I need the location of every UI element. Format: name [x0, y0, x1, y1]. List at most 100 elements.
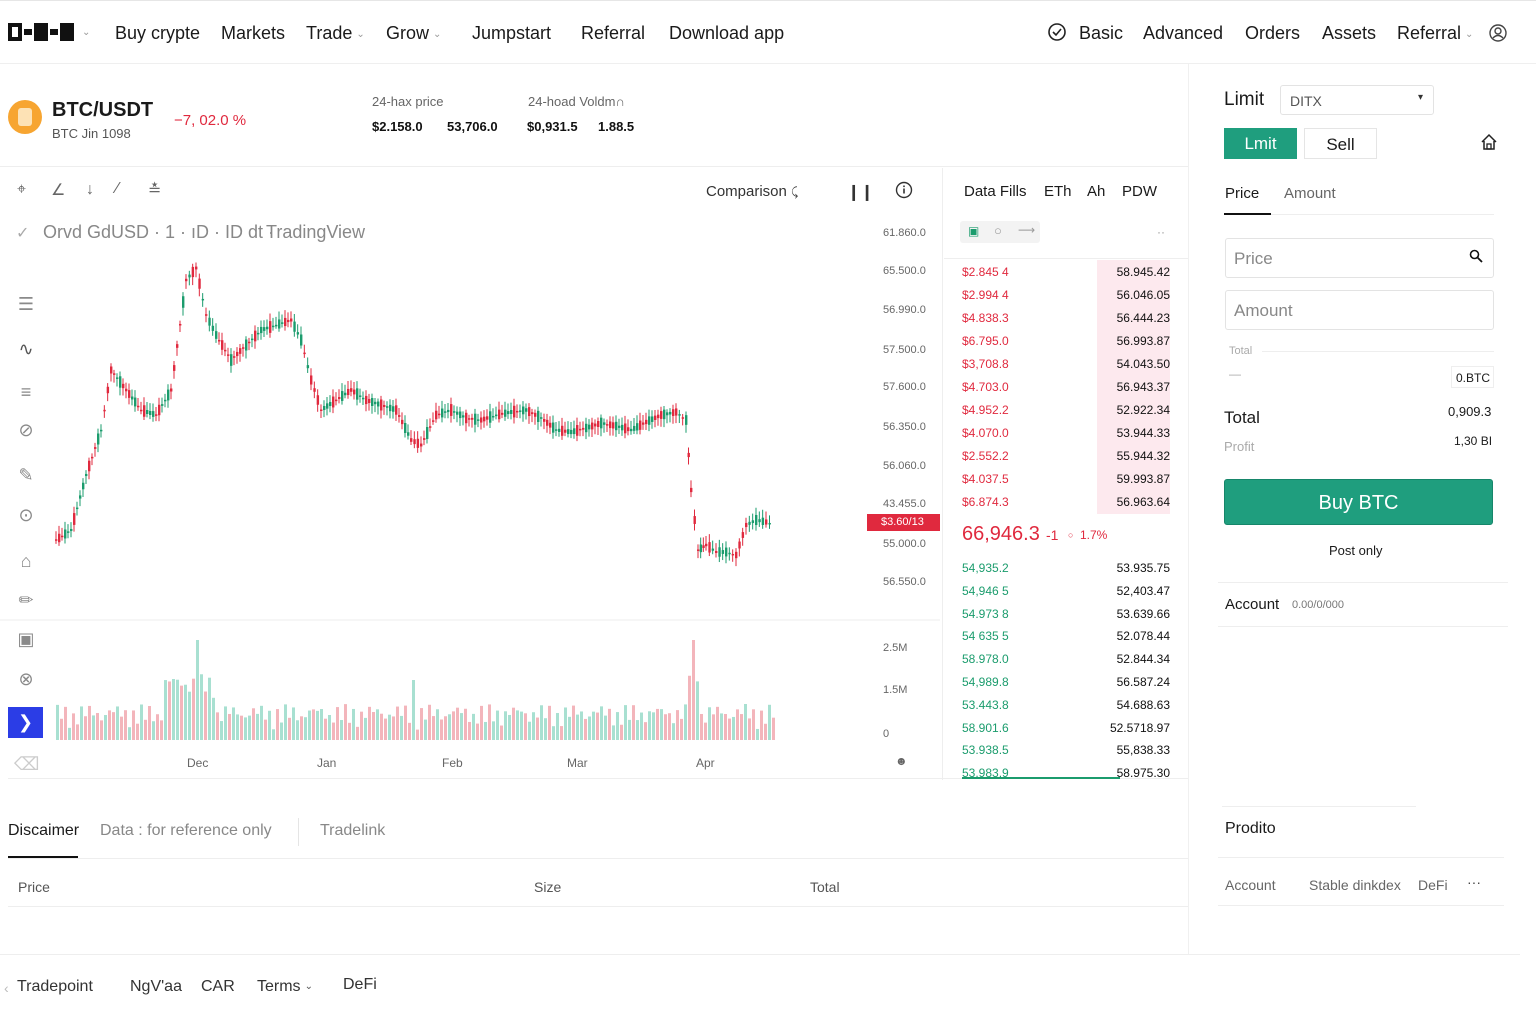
tab-eth[interactable]: ETh	[1044, 183, 1072, 200]
nav-orders[interactable]: Orders	[1245, 23, 1301, 43]
ask-row[interactable]: $3,708.8 54.043.50	[962, 353, 1170, 375]
info-icon[interactable]	[895, 181, 913, 204]
compass-tool-icon[interactable]: ⊘	[18, 420, 34, 440]
pair-select[interactable]: DITX ▾	[1280, 85, 1434, 115]
trash-tool-icon[interactable]: ⌫	[14, 754, 40, 774]
bids-icon[interactable]: ○	[994, 223, 1002, 238]
tab-account[interactable]: Account	[1225, 877, 1276, 893]
tab-stable-dinkdex[interactable]: Stable dinkdex	[1309, 877, 1401, 893]
bid-row[interactable]: 53.938.5 55,838.33	[962, 739, 1170, 761]
nav-referral[interactable]: Referral	[581, 23, 646, 43]
footer-defi[interactable]: DeFi	[343, 976, 377, 993]
bid-row[interactable]: 54 635 5 52.078.44	[962, 625, 1170, 647]
ask-row[interactable]: $4.070.0 53.944.33	[962, 422, 1170, 444]
nav-referral-right[interactable]: Referral ⌄	[1397, 23, 1473, 44]
bid-row[interactable]: 54,946 5 52,403.47	[962, 580, 1170, 602]
nav-trade[interactable]: Trade ⌄	[306, 23, 365, 44]
amount-input[interactable]: Amount	[1225, 290, 1494, 330]
ray-tool-icon[interactable]: ∕	[116, 180, 119, 197]
candle-body	[97, 433, 100, 445]
buy-btc-button[interactable]: Buy BTC	[1224, 479, 1493, 525]
pencil-tool-icon[interactable]: ✏	[18, 590, 34, 610]
ruler-tool-icon[interactable]: ✎	[18, 465, 34, 485]
expand-tools-button[interactable]: ❯	[8, 707, 43, 738]
tab-pdw[interactable]: PDW	[1122, 183, 1157, 200]
ask-row[interactable]: $4.838.3 56.444.23	[962, 307, 1170, 329]
footer-car[interactable]: CAR	[201, 978, 235, 995]
bid-row[interactable]: 58.978.0 52.844.34	[962, 648, 1170, 670]
bid-row[interactable]: 54.973 8 53.639.66	[962, 603, 1170, 625]
okx-logo[interactable]: ⌄	[8, 23, 90, 41]
footer-ngvaa[interactable]: NgV'aa	[130, 978, 182, 995]
ask-row[interactable]: $4.703.0 56.943.37	[962, 376, 1170, 398]
nav-basic[interactable]: Basic	[1079, 23, 1124, 43]
tab-price[interactable]: Price	[1225, 185, 1260, 202]
tab-data-fills[interactable]: Data Fills	[964, 183, 1027, 200]
bid-row[interactable]: 53.443.8 54.688.63	[962, 694, 1170, 716]
volume-bar	[264, 719, 267, 740]
limit-buy-toggle[interactable]: Lmit	[1224, 128, 1297, 159]
bid-row[interactable]: 53.983.9 58.975.30	[962, 762, 1170, 784]
footer-terms[interactable]: Terms ⌄	[257, 978, 313, 996]
bid-row[interactable]: 54,989.8 56.587.24	[962, 671, 1170, 693]
pair-name[interactable]: BTC/USDT	[52, 99, 154, 121]
candle-body	[134, 397, 137, 407]
tab-defi[interactable]: DeFi	[1418, 877, 1448, 893]
candle-body	[681, 417, 685, 419]
tab-disclaimer[interactable]: Discaimer	[8, 822, 80, 839]
tab-ah[interactable]: Ah	[1087, 183, 1106, 200]
asks-icon[interactable]: ⟶	[1018, 223, 1036, 237]
post-only-option[interactable]: Post only	[1329, 543, 1383, 558]
pattern-tool-icon[interactable]: ≛	[148, 182, 162, 199]
tab-amount[interactable]: Amount	[1284, 185, 1336, 202]
nav-markets[interactable]: Markets	[221, 23, 286, 43]
user-avatar-icon[interactable]	[1488, 23, 1508, 48]
ask-row[interactable]: $6.874.3 56.963.64	[962, 491, 1170, 513]
nav-grow[interactable]: Grow ⌄	[386, 23, 441, 44]
tab-tradelink[interactable]: Tradelink	[320, 822, 386, 839]
crosshair-tool-icon[interactable]: ⌖	[17, 181, 27, 198]
eye-tool-icon[interactable]: ⊗	[18, 669, 34, 689]
footer-tradepoint[interactable]: Tradepoint	[17, 978, 93, 995]
nav-buy-crypto[interactable]: Buy crypte	[115, 23, 201, 43]
btc-unit-box[interactable]: 0.BTC	[1451, 366, 1494, 388]
chart-settings-icon[interactable]: ☻	[895, 754, 908, 768]
trendline-tool-icon[interactable]: ∠	[51, 182, 66, 199]
ask-row[interactable]: $4.952.2 52.922.34	[962, 399, 1170, 421]
candle-body	[248, 341, 251, 344]
zigzag-tool-icon[interactable]: ∿	[18, 339, 34, 359]
nav-assets[interactable]: Assets	[1322, 23, 1377, 43]
price-chart[interactable]	[0, 240, 940, 760]
bid-row[interactable]: 58.901.6 52.5718.97	[962, 717, 1170, 739]
magnet-tool-icon[interactable]: ⌂	[20, 551, 32, 571]
ask-row[interactable]: $2.552.2 55.944.32	[962, 445, 1170, 467]
comparison-button[interactable]: Comparison ⤹	[706, 183, 798, 200]
nav-download-app[interactable]: Download app	[669, 23, 785, 43]
lines-tool-icon[interactable]: ≡	[20, 382, 32, 402]
nav-advanced[interactable]: Advanced	[1143, 23, 1224, 43]
chevron-left-icon[interactable]: ‹	[4, 980, 9, 996]
cursor-tool-icon[interactable]: ☰	[17, 294, 35, 314]
ask-row[interactable]: $2.994 4 56.046.05	[962, 284, 1170, 306]
basic-mode-icon[interactable]	[1047, 22, 1067, 47]
layout-columns-icon[interactable]: ❙❙	[847, 184, 874, 201]
ask-row[interactable]: $6.795.0 56.993.87	[962, 330, 1170, 352]
more-icon[interactable]: ··	[1157, 225, 1165, 239]
bid-row[interactable]: 54,935.2 53.935.75	[962, 557, 1170, 579]
nav-jumpstart[interactable]: Jumpstart	[472, 23, 552, 43]
price-input[interactable]: Price	[1225, 238, 1494, 278]
lock-tool-icon[interactable]: ▣	[17, 629, 35, 649]
tab-data-reference[interactable]: Data : for reference only	[100, 822, 272, 839]
volume-bar	[64, 706, 67, 740]
arrow-down-tool-icon[interactable]: ↓	[86, 181, 94, 198]
more-icon[interactable]: ···	[1467, 874, 1481, 890]
orderbook-view-toggle[interactable]: ▣ ○ ⟶	[960, 221, 1040, 243]
candle-body	[630, 428, 633, 432]
slider-dash[interactable]: —	[1229, 367, 1241, 381]
both-sides-icon[interactable]: ▣	[968, 224, 980, 238]
ask-row[interactable]: $2.845 4 58.945.42	[962, 261, 1170, 283]
home-icon[interactable]	[1480, 133, 1498, 156]
ask-row[interactable]: $4.037.5 59.993.87	[962, 468, 1170, 490]
measure-tool-icon[interactable]: ⊙	[18, 505, 34, 525]
sell-toggle[interactable]: Sell	[1304, 128, 1377, 159]
